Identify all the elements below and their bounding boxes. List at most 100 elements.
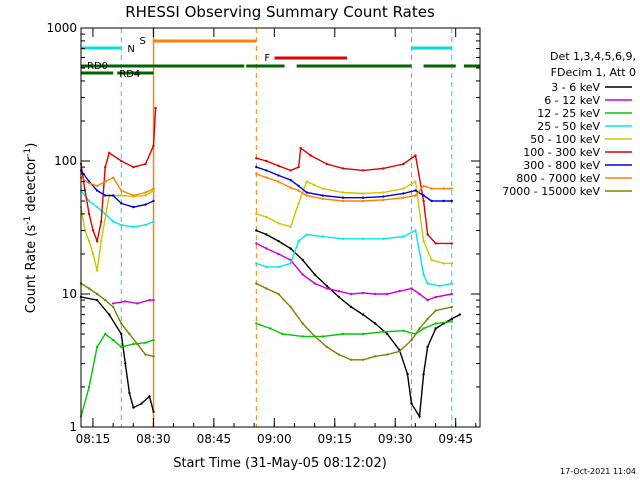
series-point-7 <box>422 184 425 188</box>
series-point-5 <box>309 154 312 157</box>
series-point-5 <box>108 151 111 155</box>
series-point-4 <box>277 222 280 225</box>
series-point-1 <box>301 273 304 276</box>
series-point-6 <box>112 194 115 197</box>
series-point-5 <box>297 165 300 169</box>
night-flag-label: N <box>127 44 134 55</box>
series-point-6 <box>321 194 324 197</box>
series-line-1 <box>113 242 452 305</box>
series-point-1 <box>418 292 421 296</box>
series-line-5 <box>80 108 452 245</box>
legend-entry-label: 25 - 50 keV <box>537 120 600 133</box>
series-point-1 <box>136 302 139 305</box>
series-point-7 <box>361 199 365 203</box>
series-point-6 <box>430 199 433 203</box>
y-tick-label: 10 <box>62 287 77 301</box>
series-point-3 <box>438 284 441 288</box>
series-point-5 <box>277 164 280 167</box>
series-point-0 <box>450 317 453 321</box>
series-point-2 <box>255 322 258 325</box>
series-point-8 <box>337 353 341 356</box>
series-point-7 <box>120 189 123 192</box>
series-point-0 <box>128 391 131 395</box>
series-point-0 <box>313 273 316 276</box>
series-point-1 <box>265 247 268 250</box>
series-point-8 <box>144 353 147 356</box>
legend-entry-label: 100 - 300 keV <box>523 146 600 159</box>
series-point-7 <box>450 187 453 190</box>
series-point-0 <box>418 415 421 418</box>
series-point-2 <box>120 345 123 349</box>
series-point-7 <box>289 186 292 189</box>
series-point-7 <box>132 194 135 197</box>
series-point-3 <box>422 273 425 276</box>
series-point-3 <box>361 237 365 240</box>
series-point-0 <box>434 327 437 330</box>
series-point-5 <box>154 106 157 110</box>
series-point-6 <box>442 199 445 203</box>
series-point-4 <box>100 239 103 243</box>
rd4-flag-label: RD4 <box>119 69 140 80</box>
series-point-2 <box>361 332 365 336</box>
series-point-5 <box>289 169 292 172</box>
series-point-1 <box>349 292 353 296</box>
series-point-0 <box>108 313 111 316</box>
legend-entry-label: 300 - 800 keV <box>523 159 600 172</box>
series-point-7 <box>297 189 300 192</box>
series-point-3 <box>297 239 300 243</box>
series-point-0 <box>349 305 353 309</box>
series-point-0 <box>422 372 425 376</box>
series-point-2 <box>132 342 135 346</box>
series-point-0 <box>140 402 143 405</box>
flare-flag-label: F <box>264 53 270 64</box>
series-point-2 <box>144 341 147 344</box>
series-point-7 <box>152 187 155 190</box>
series-point-0 <box>410 402 413 405</box>
saa-flag-label: S <box>139 36 145 47</box>
series-point-3 <box>341 237 345 240</box>
series-point-2 <box>382 330 385 333</box>
series-point-3 <box>144 223 147 227</box>
series-point-4 <box>87 239 91 243</box>
series-point-5 <box>104 165 107 169</box>
series-point-8 <box>120 322 123 325</box>
series-point-2 <box>87 385 91 389</box>
series-point-0 <box>289 247 292 250</box>
series-point-8 <box>112 305 115 309</box>
series-point-5 <box>426 233 429 236</box>
series-point-0 <box>325 284 328 288</box>
series-point-7 <box>341 199 345 203</box>
series-point-0 <box>255 229 258 232</box>
series-point-8 <box>426 317 429 321</box>
legend-entry-label: 12 - 25 keV <box>537 107 600 120</box>
series-point-6 <box>255 165 258 169</box>
series-point-4 <box>152 189 155 192</box>
series-point-0 <box>361 313 365 316</box>
series-point-8 <box>152 355 155 358</box>
series-point-3 <box>112 220 115 223</box>
series-point-3 <box>321 235 324 238</box>
series-point-1 <box>361 291 365 295</box>
series-point-1 <box>426 298 429 302</box>
series-point-1 <box>112 302 115 305</box>
series-point-4 <box>265 215 268 219</box>
legend-header-decim: FDecim 1, Att 0 <box>551 66 636 79</box>
series-point-7 <box>255 172 258 176</box>
series-line-2 <box>80 320 452 417</box>
series-point-8 <box>325 345 328 349</box>
series-point-6 <box>132 205 135 209</box>
series-point-5 <box>382 167 385 170</box>
series-point-5 <box>265 159 268 163</box>
series-point-8 <box>313 335 316 338</box>
y-axis-label: Count Rate (s-1 detector-1) <box>23 143 39 314</box>
series-point-4 <box>450 262 453 265</box>
series-point-7 <box>402 196 405 199</box>
series-point-4 <box>361 192 365 195</box>
legend-entry-label: 800 - 7000 keV <box>516 172 600 185</box>
series-point-6 <box>95 189 99 192</box>
series-point-4 <box>289 225 292 228</box>
series-point-8 <box>289 305 292 309</box>
series-point-8 <box>136 342 139 346</box>
series-point-0 <box>301 258 304 262</box>
